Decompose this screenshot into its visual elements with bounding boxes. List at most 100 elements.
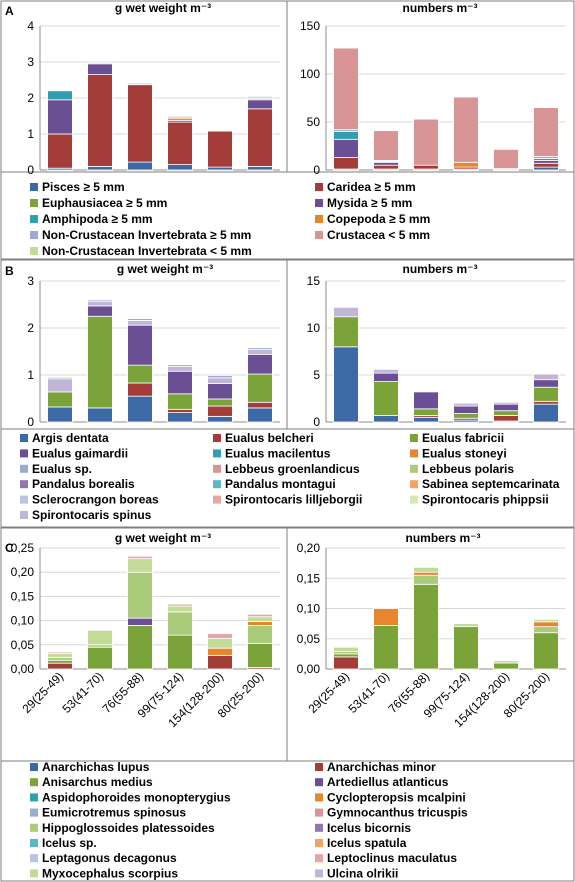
bar-segment <box>373 368 399 374</box>
bar-segment <box>47 391 73 408</box>
y-tick-label: 0 <box>27 415 34 429</box>
legend-item: Cyclopteropsis mcalpini <box>315 790 466 804</box>
chart-b-left: 0 1 2 3 g wet weight m⁻³ <box>27 262 280 429</box>
bar-segment <box>127 324 153 366</box>
bar-segment <box>207 415 233 423</box>
bar-segment <box>167 366 193 372</box>
legend-swatch <box>20 434 28 442</box>
bar-segment <box>373 164 399 170</box>
legend-swatch <box>30 199 38 207</box>
legend-item: Copepoda ≥ 5 mm <box>315 212 430 226</box>
bar-segment <box>127 571 153 619</box>
bar-segment <box>167 408 193 413</box>
legend-swatch <box>30 823 38 832</box>
legend-item: Anarchichas minor <box>315 760 436 774</box>
legend-label: Eualus stoneyi <box>422 446 507 460</box>
y-tick-label: 0,10 <box>297 602 321 616</box>
bar-segment <box>413 164 439 170</box>
legend-label: Non-Crustacean Invertebrata < 5 mm <box>42 244 252 258</box>
legend-item: Sclerocrangon boreas <box>20 493 159 507</box>
bar-segment <box>47 653 73 658</box>
legend-swatch <box>315 231 323 239</box>
y-tick-label: 4 <box>27 19 34 33</box>
legend-swatch <box>30 183 38 191</box>
legend-swatch <box>315 793 323 802</box>
legend-item: Sabinea septemcarinata <box>410 477 560 491</box>
bar-segment <box>533 162 559 168</box>
chart-title: numbers m⁻³ <box>402 1 477 15</box>
panel-c-legend <box>0 760 575 882</box>
legend-swatch <box>315 854 323 863</box>
bar-segment <box>127 364 153 384</box>
legend-label: Lebbeus groenlandicus <box>225 462 360 476</box>
bar-segment <box>493 415 519 422</box>
chart-title: g wet weight m⁻³ <box>117 262 213 276</box>
legend-swatch <box>315 869 323 878</box>
bar-segment <box>87 300 113 307</box>
legend-item: Icelus bicornis <box>315 821 411 835</box>
legend-item: Leptagonus decagonus <box>30 851 177 865</box>
bar-segment <box>87 315 113 409</box>
bar-segment <box>87 407 113 423</box>
bar-segment <box>127 161 153 171</box>
legend-item: Lebbeus groenlandicus <box>213 462 360 476</box>
legend-item: Myxocephalus scorpius <box>30 866 178 880</box>
legend-swatch <box>20 480 28 489</box>
bar-segment <box>127 558 153 573</box>
legend-label: Myxocephalus scorpius <box>42 866 178 880</box>
y-tick-label: 0,00 <box>297 662 321 676</box>
legend-label: Leptagonus decagonus <box>42 851 177 865</box>
legends: Pisces ≥ 5 mm Caridea ≥ 5 mm Euphausiacea … <box>20 180 560 880</box>
legend-swatch <box>410 464 418 473</box>
bar-segment <box>207 375 233 379</box>
y-tick-label: 0,10 <box>11 614 35 628</box>
bar-segment <box>533 621 559 628</box>
y-tick-label: 0,05 <box>297 632 321 646</box>
legend-swatch <box>315 778 323 787</box>
bar-segment <box>167 370 193 395</box>
legend-item: Non-Crustacean Invertebrata ≥ 5 mm <box>30 228 251 242</box>
panel-letter-b: B <box>5 264 14 278</box>
bar-segment <box>533 159 559 164</box>
legend-item: Eualus belcheri <box>213 431 314 445</box>
legend-item: Eumicrotremus spinosus <box>30 806 186 820</box>
legend-swatch <box>410 495 418 504</box>
legend-item: Eualus macilentus <box>213 446 331 460</box>
y-tick-label: 0,05 <box>11 638 35 652</box>
legend-swatch <box>20 464 28 473</box>
chart-b-right: 0 5 10 15 numbers m⁻³ <box>307 262 566 429</box>
legend-label: Eualus belcheri <box>225 431 314 445</box>
bar-segment <box>493 403 519 412</box>
legend-label: Hippoglossoides platessoides <box>42 821 215 835</box>
bar-segment <box>47 99 73 135</box>
legend-item: Spirontocaris lilljeborgii <box>213 493 362 507</box>
y-tick-label: 5 <box>313 368 320 382</box>
y-tick-label: 0,25 <box>11 541 35 555</box>
bar-segment <box>207 405 233 417</box>
chart-title: g wet weight m⁻³ <box>115 1 211 15</box>
bar-segment <box>533 373 559 381</box>
bar-segment <box>333 316 359 348</box>
bar-segment <box>373 415 399 423</box>
y-tick-label: 1 <box>27 127 34 141</box>
y-tick-label: 2 <box>27 321 34 335</box>
legend-label: Caridea ≥ 5 mm <box>327 180 416 194</box>
bar-segment <box>533 400 559 405</box>
legend-swatch <box>213 480 221 489</box>
bar-segment <box>207 130 233 168</box>
bar-segment <box>127 555 153 560</box>
legend-swatch <box>410 434 418 442</box>
legend-label: Euphausiacea ≥ 5 mm <box>42 196 167 210</box>
bar-segment <box>373 161 399 166</box>
bar-segment <box>247 625 273 644</box>
bar-segment <box>413 583 439 670</box>
y-tick-label: 10 <box>307 321 321 335</box>
chart-title: g wet weight m⁻³ <box>115 531 211 545</box>
legend-item: Spirontocaris phippsii <box>410 493 549 507</box>
bar-segment <box>127 625 153 670</box>
legend-item: Argis dentata <box>20 431 109 445</box>
bar-segment <box>207 166 233 171</box>
legend-label: Icelus sp. <box>42 836 97 850</box>
bar-segment <box>247 616 273 622</box>
